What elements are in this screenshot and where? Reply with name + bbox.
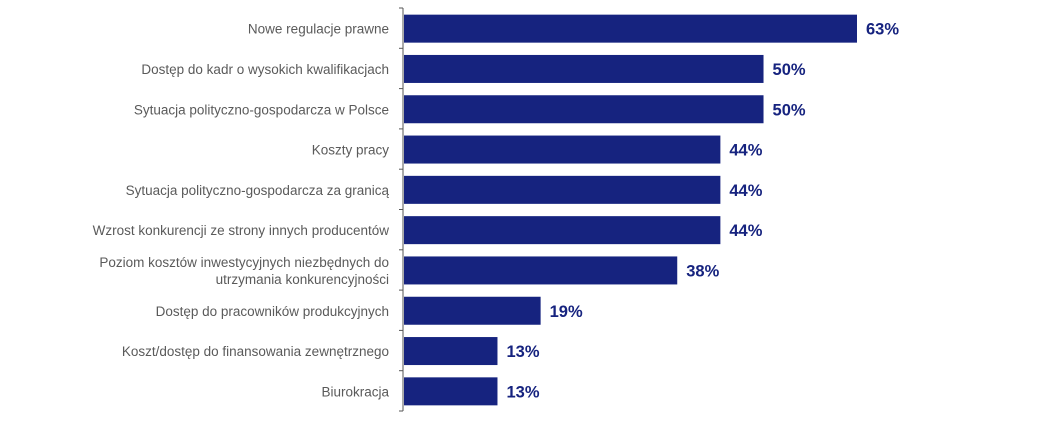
value-label-1: 63%: [866, 21, 899, 39]
category-label-6: Wzrost konkurencji ze strony innych prod…: [93, 223, 390, 238]
category-label-7-line-1: Poziom kosztów inwestycyjnych niezbędnyc…: [99, 255, 389, 270]
bar-6: [404, 216, 721, 245]
bar-7: [404, 256, 678, 285]
bar-5: [404, 175, 721, 204]
y-axis: [399, 7, 404, 412]
value-label-4: 44%: [729, 142, 762, 160]
value-label-9: 13%: [506, 343, 539, 361]
category-label-7-line-2: utrzymania konkurencyjności: [216, 272, 389, 287]
category-label-2: Dostęp do kadr o wysokich kwalifikacjach: [141, 62, 389, 77]
value-label-8: 19%: [550, 303, 583, 321]
bars-layer: [404, 14, 857, 406]
bar-10: [404, 377, 498, 406]
value-label-5: 44%: [729, 182, 762, 200]
value-labels: 63% 50% 50% 44% 44% 44% 38% 19% 13% 13%: [506, 21, 899, 402]
value-label-10: 13%: [506, 383, 539, 401]
category-label-1: Nowe regulacje prawne: [248, 22, 389, 37]
category-label-5: Sytuacja polityczno-gospodarcza za grani…: [126, 183, 390, 198]
value-label-3: 50%: [773, 101, 806, 119]
bar-4: [404, 135, 721, 164]
value-label-2: 50%: [773, 61, 806, 79]
category-label-4: Koszty pracy: [312, 143, 390, 158]
category-labels: Nowe regulacje prawne Dostęp do kadr o wy…: [93, 22, 390, 400]
bar-1: [404, 14, 857, 43]
value-label-6: 44%: [729, 222, 762, 240]
value-label-7: 38%: [686, 262, 719, 280]
bar-8: [404, 296, 541, 325]
bar-9: [404, 337, 498, 366]
bar-3: [404, 95, 764, 124]
category-label-10: Biurokracja: [321, 384, 389, 399]
bar-2: [404, 54, 764, 83]
category-label-3: Sytuacja polityczno-gospodarcza w Polsce: [134, 102, 389, 117]
category-label-8: Dostęp do pracowników produkcyjnych: [156, 304, 389, 319]
category-label-9: Koszt/dostęp do finansowania zewnętrzneg…: [122, 344, 389, 359]
